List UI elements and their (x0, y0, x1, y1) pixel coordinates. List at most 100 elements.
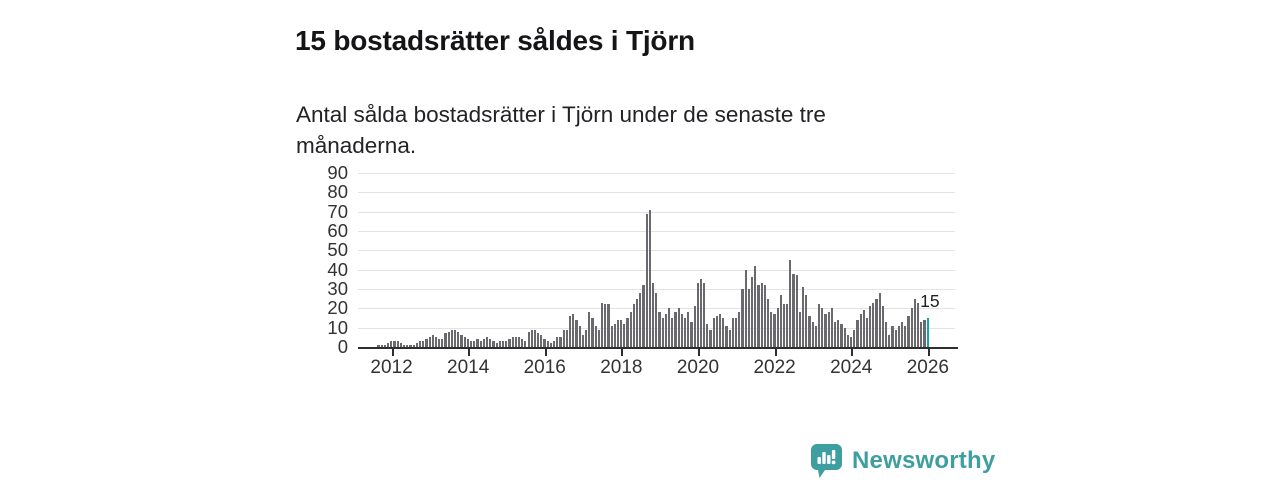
bar (383, 345, 387, 347)
bar (412, 345, 415, 347)
y-axis-label: 50 (327, 239, 348, 261)
bar (492, 341, 495, 347)
bar (667, 308, 671, 347)
bar (514, 337, 517, 347)
x-axis-line (358, 347, 958, 349)
bar (750, 277, 754, 347)
x-axis-label: 2024 (830, 357, 873, 378)
bar (792, 274, 795, 347)
bar (553, 341, 556, 347)
y-axis-label: 80 (327, 181, 348, 203)
bar (476, 339, 479, 347)
bar (843, 328, 846, 347)
bar (821, 308, 824, 347)
bar (849, 337, 853, 347)
bar (562, 330, 565, 347)
bar (390, 341, 393, 347)
bar (540, 335, 543, 347)
newsworthy-icon (811, 444, 842, 478)
bar (498, 341, 501, 347)
x-axis-label: 2020 (676, 357, 720, 378)
bar (741, 289, 744, 347)
bar (470, 341, 473, 347)
bar (457, 332, 460, 347)
bar (623, 324, 626, 347)
bar (680, 314, 683, 347)
bar (894, 330, 897, 347)
bar (888, 335, 891, 347)
bar (377, 345, 380, 347)
bar (402, 345, 406, 347)
bar (387, 343, 390, 347)
bar (572, 314, 575, 347)
bar (770, 312, 773, 347)
x-axis-label: 2012 (370, 357, 413, 378)
bar (798, 312, 802, 347)
bar (731, 318, 734, 347)
x-axis-label: 2018 (600, 357, 643, 378)
bar (629, 312, 632, 347)
x-axis-label: 2022 (753, 357, 796, 378)
bar (754, 266, 757, 347)
bar (422, 341, 425, 347)
bar (779, 295, 782, 347)
bar (802, 287, 805, 347)
bar (610, 326, 613, 347)
bar (591, 318, 594, 347)
bar (885, 322, 888, 347)
page-title: 15 bostadsrätter såldes i Tjörn (295, 24, 695, 56)
bar (396, 341, 399, 347)
bar (916, 303, 920, 347)
x-axis-tick (544, 349, 547, 356)
bar (773, 314, 776, 347)
y-axis-label: 90 (327, 162, 348, 183)
bar (505, 341, 508, 347)
bar (636, 299, 639, 347)
bar (584, 330, 588, 347)
x-axis-label: 2014 (447, 357, 490, 378)
highlighted-bar (926, 318, 929, 347)
bar (441, 339, 444, 347)
bar (425, 339, 428, 347)
bar (578, 326, 581, 347)
page-subtitle: Antal sålda bostadsrätter i Tjörn under … (296, 101, 826, 158)
bar (537, 333, 540, 347)
bar (581, 335, 584, 347)
bar (648, 210, 651, 347)
bar (546, 341, 549, 347)
bar (735, 318, 738, 347)
bar (811, 322, 814, 347)
gridline (358, 289, 955, 290)
bar (473, 341, 476, 347)
x-axis-label: 2026 (906, 357, 949, 378)
bar (712, 318, 715, 347)
x-axis-label: 2016 (523, 357, 566, 378)
x-axis-tick (391, 349, 394, 356)
bar (406, 345, 409, 347)
bar (747, 289, 750, 347)
brand-logo: Newsworthy (810, 443, 995, 479)
bar (450, 330, 454, 347)
bar (728, 330, 731, 347)
x-axis-tick (851, 349, 854, 356)
bar (508, 339, 511, 347)
bar (431, 335, 434, 347)
bar (438, 339, 441, 347)
bar (703, 283, 706, 347)
bar (466, 339, 470, 347)
gridline (358, 211, 955, 213)
bar (910, 308, 913, 347)
bar (409, 345, 412, 347)
bar (881, 306, 885, 347)
bar (913, 299, 916, 347)
plot-area (358, 173, 955, 347)
bar (511, 337, 514, 347)
bar (840, 324, 843, 347)
gridline (358, 173, 955, 174)
x-axis-tick (468, 349, 471, 356)
bar (642, 285, 645, 347)
bar (517, 337, 521, 347)
bar (620, 320, 623, 347)
bar (399, 343, 402, 347)
bar (569, 316, 572, 347)
